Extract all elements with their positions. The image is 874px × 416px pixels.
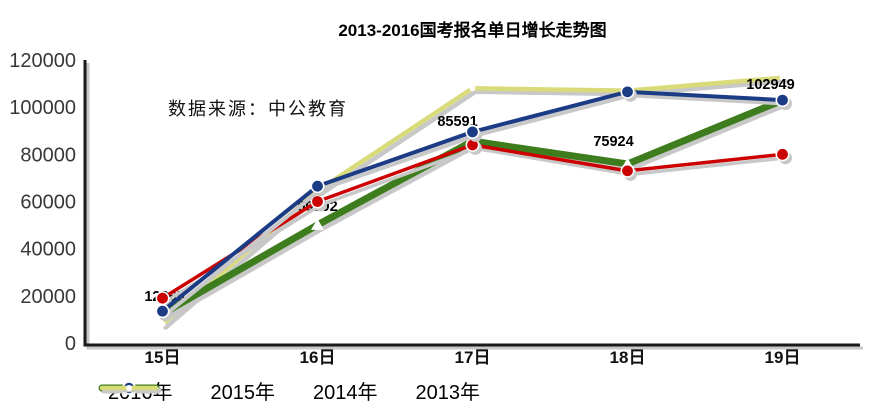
legend-label: 2013年 (415, 382, 481, 404)
y-axis-tick-label: 20000 (20, 286, 76, 308)
chart-legend: 2016年2015年2014年2013年 (98, 376, 508, 405)
x-axis-tick-label: 19日 (765, 348, 801, 367)
legend-label: 2014年 (313, 382, 378, 404)
series-2014-marker (775, 93, 790, 108)
series-2013-marker (779, 74, 786, 81)
series-2014-marker (620, 84, 635, 99)
x-axis-tick-label: 16日 (300, 348, 336, 367)
series-2015-marker (775, 147, 790, 162)
legend-item-2013年: 2013年 (99, 376, 481, 405)
y-axis-tick-label: 80000 (20, 144, 76, 166)
legend-marker (126, 385, 132, 391)
series-2015-marker (155, 291, 170, 306)
series-2016-marker (311, 218, 324, 230)
chart-title: 2013-2016国考报名单日增长走势图 (338, 21, 607, 40)
legend-item-2015年: 2015年 (100, 376, 276, 405)
data-label: 102949 (746, 77, 794, 93)
axis-lines (83, 60, 860, 347)
x-axis-tick-label: 17日 (455, 348, 491, 367)
y-axis-tick-label: 100000 (9, 97, 76, 119)
y-axis-tick-label: 120000 (9, 50, 76, 72)
series-2015-shadow (163, 146, 788, 304)
x-axis-tick-label: 18日 (610, 348, 646, 367)
y-axis-tick-label: 40000 (20, 239, 76, 261)
series-2015-marker (620, 163, 635, 178)
legend-label: 2015年 (210, 382, 276, 404)
data-source-note: 数据来源：中公教育 (168, 99, 348, 119)
data-label: 85591 (437, 114, 477, 130)
legend-swatch (99, 385, 161, 393)
x-axis-tick-label: 15日 (145, 348, 181, 367)
y-axis-tick-label: 0 (65, 333, 76, 355)
series-2014-marker (310, 179, 325, 194)
series-2014-marker (465, 124, 480, 139)
series-2013-marker (469, 85, 476, 92)
series-2014-marker (155, 304, 170, 319)
legend-item-2014年: 2014年 (100, 376, 378, 405)
series-2013-marker (159, 321, 166, 328)
y-axis-tick-label: 60000 (20, 192, 76, 214)
line-chart-plot: 0 20000 40000 60000 80000 100000 120000 15日 16日 1… (9, 50, 863, 367)
data-label: 75924 (593, 134, 633, 150)
axis-shadow (86, 63, 863, 350)
